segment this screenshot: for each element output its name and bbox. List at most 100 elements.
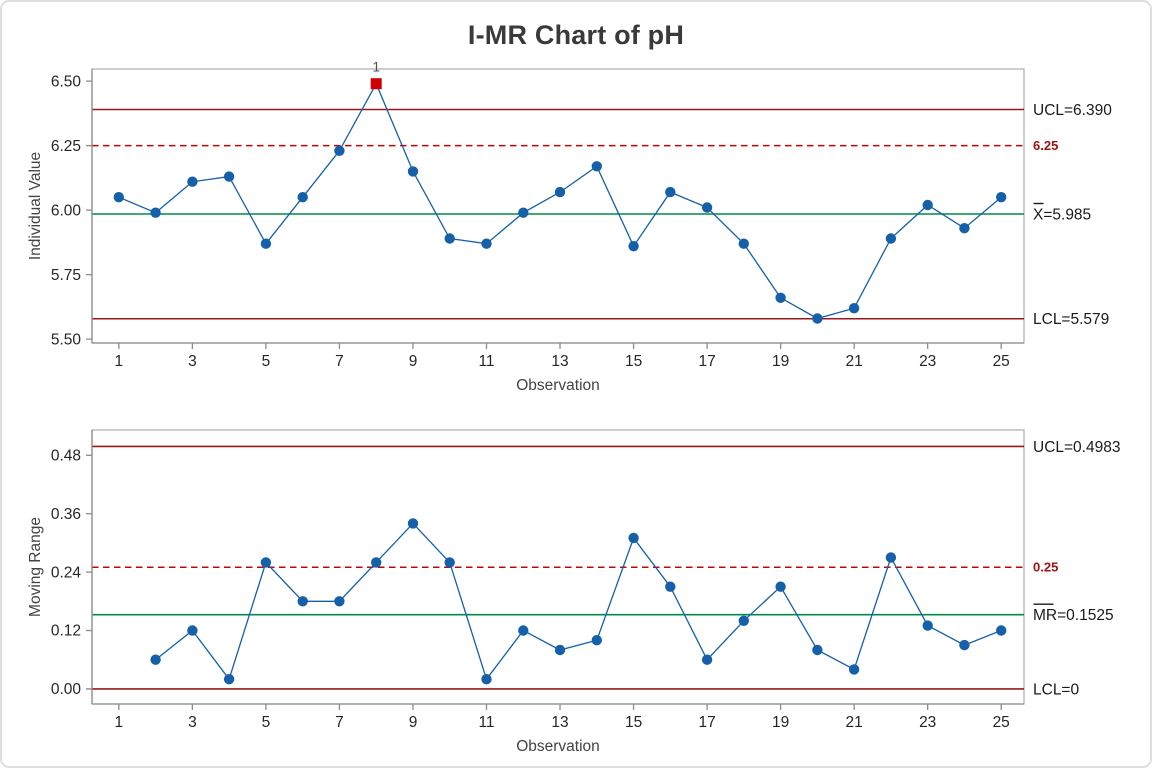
moving-range-chart-lcl-label: LCL=0 xyxy=(1033,681,1079,698)
moving-range-chart-x-axis-title: Observation xyxy=(516,738,600,755)
moving-range-chart-x-tick-label: 23 xyxy=(919,714,936,731)
moving-range-chart-y-tick-label: 0.24 xyxy=(51,564,82,581)
individuals-chart-x-tick-label: 21 xyxy=(845,353,862,370)
individuals-chart-y-tick-label: 6.25 xyxy=(51,138,81,155)
individuals-chart-data-point[interactable] xyxy=(738,238,749,249)
moving-range-chart-ucl-label: UCL=0.4983 xyxy=(1033,439,1120,456)
individuals-chart-data-point[interactable] xyxy=(481,238,492,249)
individuals-chart-x-tick-label: 23 xyxy=(919,353,936,370)
moving-range-chart-x-tick-label: 19 xyxy=(772,714,789,731)
moving-range-chart-data-point[interactable] xyxy=(444,557,455,568)
moving-range-chart-x-tick-label: 11 xyxy=(478,714,494,731)
moving-range-chart-y-tick-label: 0.00 xyxy=(51,681,82,698)
moving-range-chart-data-point[interactable] xyxy=(775,581,786,592)
individuals-chart-x-tick-label: 13 xyxy=(551,353,568,370)
moving-range-chart-spec-label: 0.25 xyxy=(1033,560,1058,575)
individuals-chart-data-point[interactable] xyxy=(996,192,1007,203)
moving-range-chart-x-tick-label: 15 xyxy=(625,714,642,731)
individuals-chart-x-tick-label: 3 xyxy=(188,353,197,370)
individuals-chart-x-tick-label: 11 xyxy=(478,353,494,370)
individuals-chart-data-point[interactable] xyxy=(297,192,308,203)
individuals-chart-x-tick-label: 1 xyxy=(114,353,123,370)
individuals-chart-y-axis-title: Individual Value xyxy=(27,152,44,260)
individuals-chart-y-tick-label: 5.75 xyxy=(51,267,81,284)
moving-range-chart-x-tick-label: 5 xyxy=(262,714,271,731)
moving-range-chart-data-point[interactable] xyxy=(701,654,713,665)
moving-range-chart-data-point[interactable] xyxy=(885,552,897,563)
moving-range-chart-data-point[interactable] xyxy=(187,625,198,636)
individuals-chart-out-of-control-point[interactable] xyxy=(370,78,382,90)
individuals-chart-x-tick-label: 7 xyxy=(335,353,344,370)
individuals-chart-data-point[interactable] xyxy=(554,186,566,198)
chart-title: I-MR Chart of pH xyxy=(467,20,685,50)
individuals-chart-x-tick-label: 17 xyxy=(698,353,715,370)
individuals-chart-data-point[interactable] xyxy=(922,199,933,211)
individuals-chart-x-tick-label: 15 xyxy=(625,353,642,370)
moving-range-chart-x-tick-label: 21 xyxy=(845,714,862,731)
moving-range-chart-data-point[interactable] xyxy=(591,635,602,646)
moving-range-chart-data-point[interactable] xyxy=(223,674,235,685)
moving-range-chart-data-point[interactable] xyxy=(481,674,492,685)
individuals-chart-data-point[interactable] xyxy=(260,238,272,249)
moving-range-chart-x-tick-label: 3 xyxy=(188,714,197,731)
individuals-chart-data-point[interactable] xyxy=(775,292,786,303)
individuals-chart-data-point[interactable] xyxy=(848,303,860,314)
moving-range-chart-data-point[interactable] xyxy=(922,620,933,631)
individuals-chart-y-tick-label: 6.50 xyxy=(51,73,82,90)
moving-range-chart-data-point[interactable] xyxy=(848,664,860,675)
individuals-chart-lcl-label: LCL=5.579 xyxy=(1033,311,1109,328)
individuals-chart-data-point[interactable] xyxy=(518,207,529,218)
moving-range-chart-y-tick-label: 0.48 xyxy=(51,448,81,465)
individuals-chart-center-label: X=5.985 xyxy=(1033,207,1091,224)
individuals-chart-data-point[interactable] xyxy=(223,171,235,182)
individuals-chart-spec-label: 6.25 xyxy=(1033,138,1058,153)
moving-range-chart-data-point[interactable] xyxy=(334,596,345,607)
individuals-chart-data-point[interactable] xyxy=(959,223,970,234)
individuals-chart-data-point[interactable] xyxy=(444,233,455,244)
individuals-chart-data-line xyxy=(118,82,1002,320)
moving-range-chart-data-point[interactable] xyxy=(996,625,1007,636)
individuals-chart-data-point[interactable] xyxy=(334,145,345,156)
moving-range-chart-x-tick-label: 1 xyxy=(114,714,123,731)
moving-range-chart-x-tick-label: 17 xyxy=(698,714,715,731)
individuals-chart-data-point[interactable] xyxy=(407,166,419,177)
individuals-chart-y-tick-label: 6.00 xyxy=(51,202,82,219)
individuals-chart-data-point[interactable] xyxy=(885,233,897,244)
individuals-chart-data-point[interactable] xyxy=(113,192,125,203)
moving-range-chart-data-line xyxy=(155,522,1002,681)
moving-range-chart-data-point[interactable] xyxy=(407,518,419,529)
moving-range-chart-x-tick-label: 25 xyxy=(993,714,1010,731)
individuals-chart-data-point[interactable] xyxy=(812,313,823,324)
moving-range-chart-center-label: MR=0.1525 xyxy=(1033,607,1114,624)
individuals-chart-data-point[interactable] xyxy=(665,186,676,198)
individuals-chart-data-point[interactable] xyxy=(628,241,639,252)
individuals-chart-data-point[interactable] xyxy=(701,202,713,213)
moving-range-chart-x-tick-label: 13 xyxy=(551,714,568,731)
moving-range-chart-data-point[interactable] xyxy=(554,644,566,656)
moving-range-chart-data-point[interactable] xyxy=(738,615,749,626)
moving-range-chart-x-tick-label: 7 xyxy=(335,714,344,731)
moving-range-chart-x-tick-label: 9 xyxy=(409,714,418,731)
individuals-chart-y-tick-label: 5.50 xyxy=(51,331,82,348)
moving-range-chart-data-point[interactable] xyxy=(628,532,639,544)
moving-range-chart-y-tick-label: 0.12 xyxy=(51,623,81,640)
moving-range-chart-y-tick-label: 0.36 xyxy=(51,506,81,523)
individuals-chart-data-point[interactable] xyxy=(150,207,161,218)
moving-range-chart-data-point[interactable] xyxy=(297,596,308,607)
moving-range-chart-data-point[interactable] xyxy=(665,581,676,592)
individuals-chart-data-point[interactable] xyxy=(591,161,602,172)
individuals-chart-data-point[interactable] xyxy=(187,176,198,187)
moving-range-chart-data-point[interactable] xyxy=(959,639,970,651)
individuals-chart-x-tick-label: 25 xyxy=(993,353,1010,370)
moving-range-chart-data-point[interactable] xyxy=(260,557,272,568)
individuals-chart-x-tick-label: 9 xyxy=(409,353,418,370)
individuals-chart-out-of-control-label: 1 xyxy=(372,60,380,75)
moving-range-chart-data-point[interactable] xyxy=(812,644,823,656)
moving-range-chart-data-point[interactable] xyxy=(518,625,529,636)
individuals-chart-x-axis-title: Observation xyxy=(516,377,600,394)
moving-range-chart-data-point[interactable] xyxy=(150,654,161,665)
moving-range-chart-data-point[interactable] xyxy=(371,557,382,568)
individuals-chart-x-tick-label: 5 xyxy=(262,353,271,370)
